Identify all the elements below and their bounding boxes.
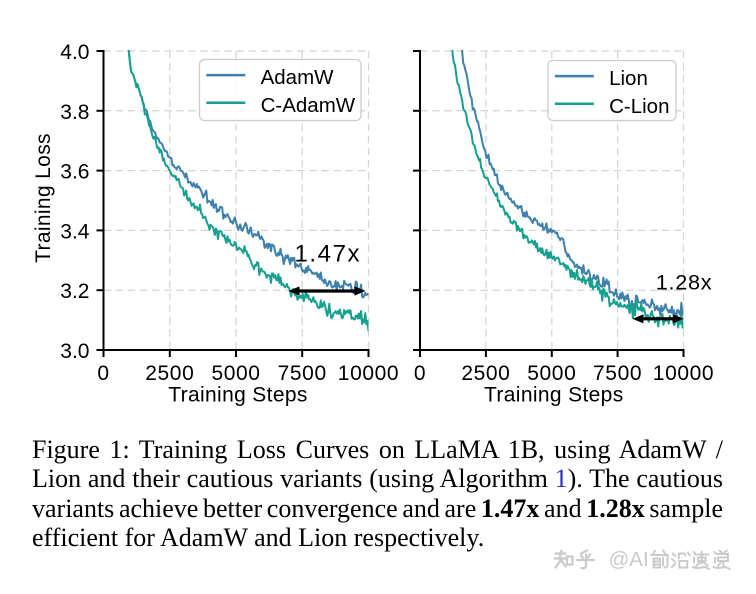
svg-text:3.6: 3.6 bbox=[60, 161, 89, 184]
svg-text:10000: 10000 bbox=[653, 362, 714, 385]
svg-text:3.4: 3.4 bbox=[60, 220, 90, 243]
svg-text:3.2: 3.2 bbox=[60, 280, 89, 303]
svg-text:2500: 2500 bbox=[145, 362, 194, 385]
svg-text:3.8: 3.8 bbox=[60, 101, 89, 124]
svg-text:3.0: 3.0 bbox=[60, 340, 89, 363]
svg-text:C-AdamW: C-AdamW bbox=[261, 94, 356, 117]
svg-text:1.47x: 1.47x bbox=[294, 241, 361, 268]
svg-text:2500: 2500 bbox=[461, 362, 510, 385]
svg-text:5000: 5000 bbox=[527, 362, 576, 385]
svg-text:1.28x: 1.28x bbox=[656, 270, 713, 295]
svg-text:5000: 5000 bbox=[211, 362, 260, 385]
svg-text:@AI: @AI bbox=[609, 548, 649, 571]
svg-text:4.0: 4.0 bbox=[60, 41, 89, 64]
svg-text:Lion: Lion bbox=[609, 67, 648, 90]
svg-text:0: 0 bbox=[97, 362, 109, 385]
svg-text:AdamW: AdamW bbox=[261, 66, 335, 89]
svg-text:7500: 7500 bbox=[593, 362, 642, 385]
svg-text:Training Steps: Training Steps bbox=[168, 384, 308, 407]
svg-text:10000: 10000 bbox=[338, 362, 399, 385]
svg-text:Training Loss: Training Loss bbox=[32, 133, 55, 263]
svg-text:7500: 7500 bbox=[278, 362, 327, 385]
svg-text:Training Steps: Training Steps bbox=[484, 384, 624, 407]
svg-text:C-Lion: C-Lion bbox=[609, 95, 669, 118]
svg-text:0: 0 bbox=[414, 362, 426, 385]
